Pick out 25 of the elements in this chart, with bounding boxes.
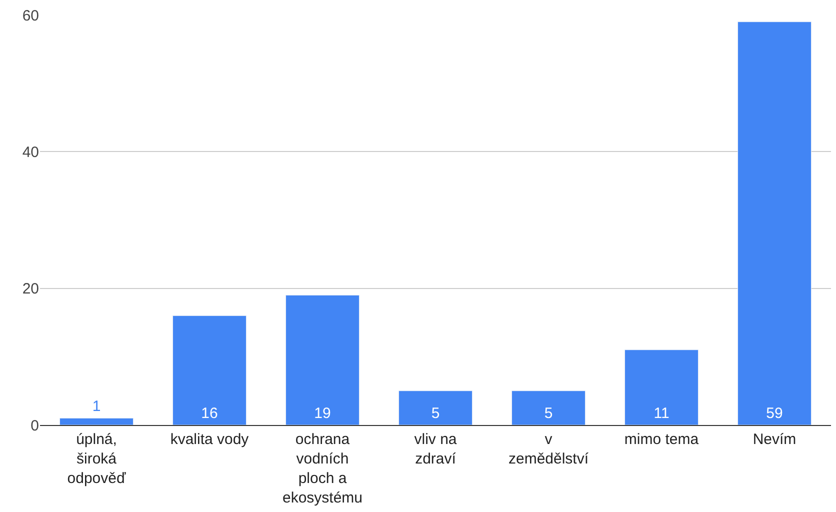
x-tick-label: Nevím xyxy=(752,431,796,448)
x-tick-label: ochrana vodních ploch a ekosystému xyxy=(282,431,363,506)
bar xyxy=(60,418,134,425)
y-tick-label: 0 xyxy=(30,417,39,434)
bar xyxy=(286,294,360,425)
data-label: 16 xyxy=(201,405,218,422)
bar xyxy=(512,390,586,425)
data-label: 19 xyxy=(314,405,331,422)
data-label: 5 xyxy=(431,405,440,422)
y-tick-label: 40 xyxy=(22,144,39,161)
x-tick-label: vliv na zdraví xyxy=(414,431,458,468)
x-tick-label: mimo tema xyxy=(624,431,700,448)
x-tick-label: v zemědělství xyxy=(508,431,590,468)
bar xyxy=(398,390,472,425)
x-tick-label: úplná, široká odpověď xyxy=(67,431,126,487)
data-label: 59 xyxy=(766,405,783,422)
bar xyxy=(172,315,246,425)
bar xyxy=(624,350,698,425)
y-tick-label: 60 xyxy=(22,7,39,24)
bar xyxy=(738,22,812,425)
data-label: 5 xyxy=(544,405,553,422)
x-tick-label: kvalita vody xyxy=(170,431,250,448)
data-label: 1 xyxy=(92,398,101,416)
data-label: 11 xyxy=(654,405,670,422)
y-tick-label: 20 xyxy=(22,280,39,298)
